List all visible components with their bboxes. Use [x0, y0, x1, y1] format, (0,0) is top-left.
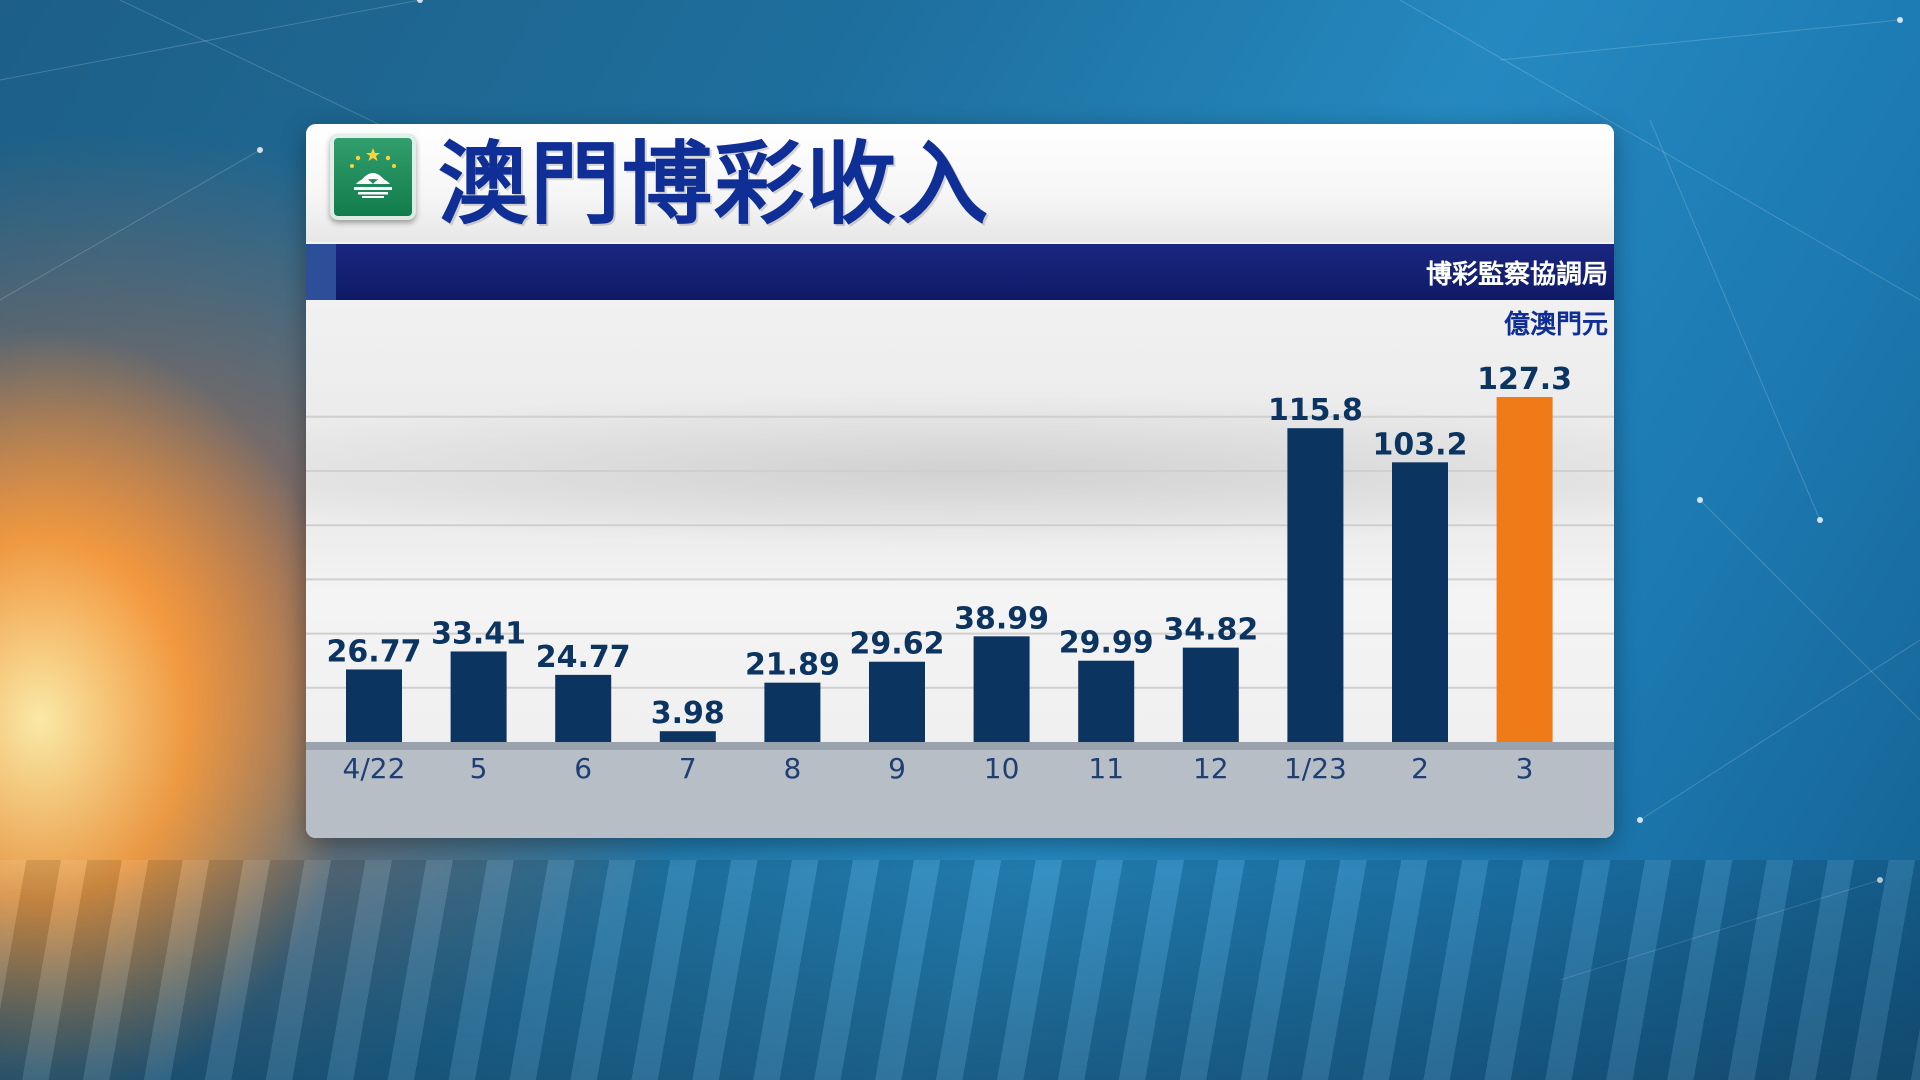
- bar-7: [659, 731, 716, 742]
- data-label: 21.89: [745, 648, 840, 683]
- x-tick-label: 10: [984, 752, 1020, 785]
- chart-header: 澳門博彩收入: [306, 124, 1614, 242]
- bar-11: [1078, 660, 1135, 742]
- macau-flag-icon: [330, 134, 416, 220]
- data-label: 115.8: [1268, 393, 1363, 428]
- bar-1-23: [1287, 428, 1344, 742]
- x-tick-label: 7: [679, 752, 697, 785]
- x-tick-label: 8: [783, 752, 801, 785]
- x-tick-label: 5: [470, 752, 488, 785]
- data-label: 24.77: [536, 640, 631, 675]
- x-axis-strip: [306, 742, 1614, 838]
- data-label: 29.99: [1059, 626, 1154, 661]
- bar-10: [973, 636, 1030, 742]
- x-axis-line: [306, 742, 1614, 750]
- data-label: 103.2: [1373, 427, 1468, 462]
- bar-chart: 26.77 4/22 33.41 5 24.77 6 3.98 7 21.89 8 29.62 9 38…: [306, 362, 1614, 838]
- data-label: 127.3: [1477, 362, 1572, 397]
- x-tick-label: 6: [574, 752, 592, 785]
- source-band: 博彩監察協調局: [306, 244, 1614, 300]
- x-tick-label: 1/23: [1284, 752, 1347, 785]
- bar-9: [869, 661, 925, 742]
- x-tick-label: 11: [1088, 752, 1124, 785]
- background-floor: [0, 860, 1920, 1080]
- bar-2: [1392, 462, 1448, 742]
- chart-title: 澳門博彩收入: [438, 132, 990, 237]
- chart-panel: 澳門博彩收入 博彩監察協調局 億澳門元 26.77 4/22 33.41 5 24.77…: [306, 124, 1614, 838]
- data-label: 29.62: [850, 627, 945, 662]
- x-tick-label: 3: [1516, 752, 1534, 785]
- bar-4-22: [346, 669, 402, 742]
- data-label: 33.41: [431, 616, 526, 651]
- band-marker: [306, 244, 336, 300]
- data-label: 3.98: [651, 696, 725, 731]
- bar-5: [450, 651, 507, 742]
- bar-8: [764, 682, 821, 742]
- x-tick-label: 2: [1411, 752, 1429, 785]
- x-tick-label: 12: [1193, 752, 1229, 785]
- plot-area: 億澳門元 26.77 4/22 33.41 5 24.77 6 3.98 7 21.89 8 29.…: [306, 300, 1614, 838]
- bar-3: [1496, 397, 1553, 742]
- bar-12: [1182, 647, 1239, 742]
- x-tick-label: 4/22: [343, 752, 406, 785]
- data-label: 38.99: [954, 601, 1049, 636]
- data-label: 34.82: [1163, 613, 1258, 648]
- data-label: 26.77: [327, 634, 422, 669]
- unit-label: 億澳門元: [1503, 310, 1608, 340]
- x-tick-label: 9: [888, 752, 906, 785]
- source-label: 博彩監察協調局: [1425, 260, 1608, 290]
- bar-6: [555, 674, 612, 742]
